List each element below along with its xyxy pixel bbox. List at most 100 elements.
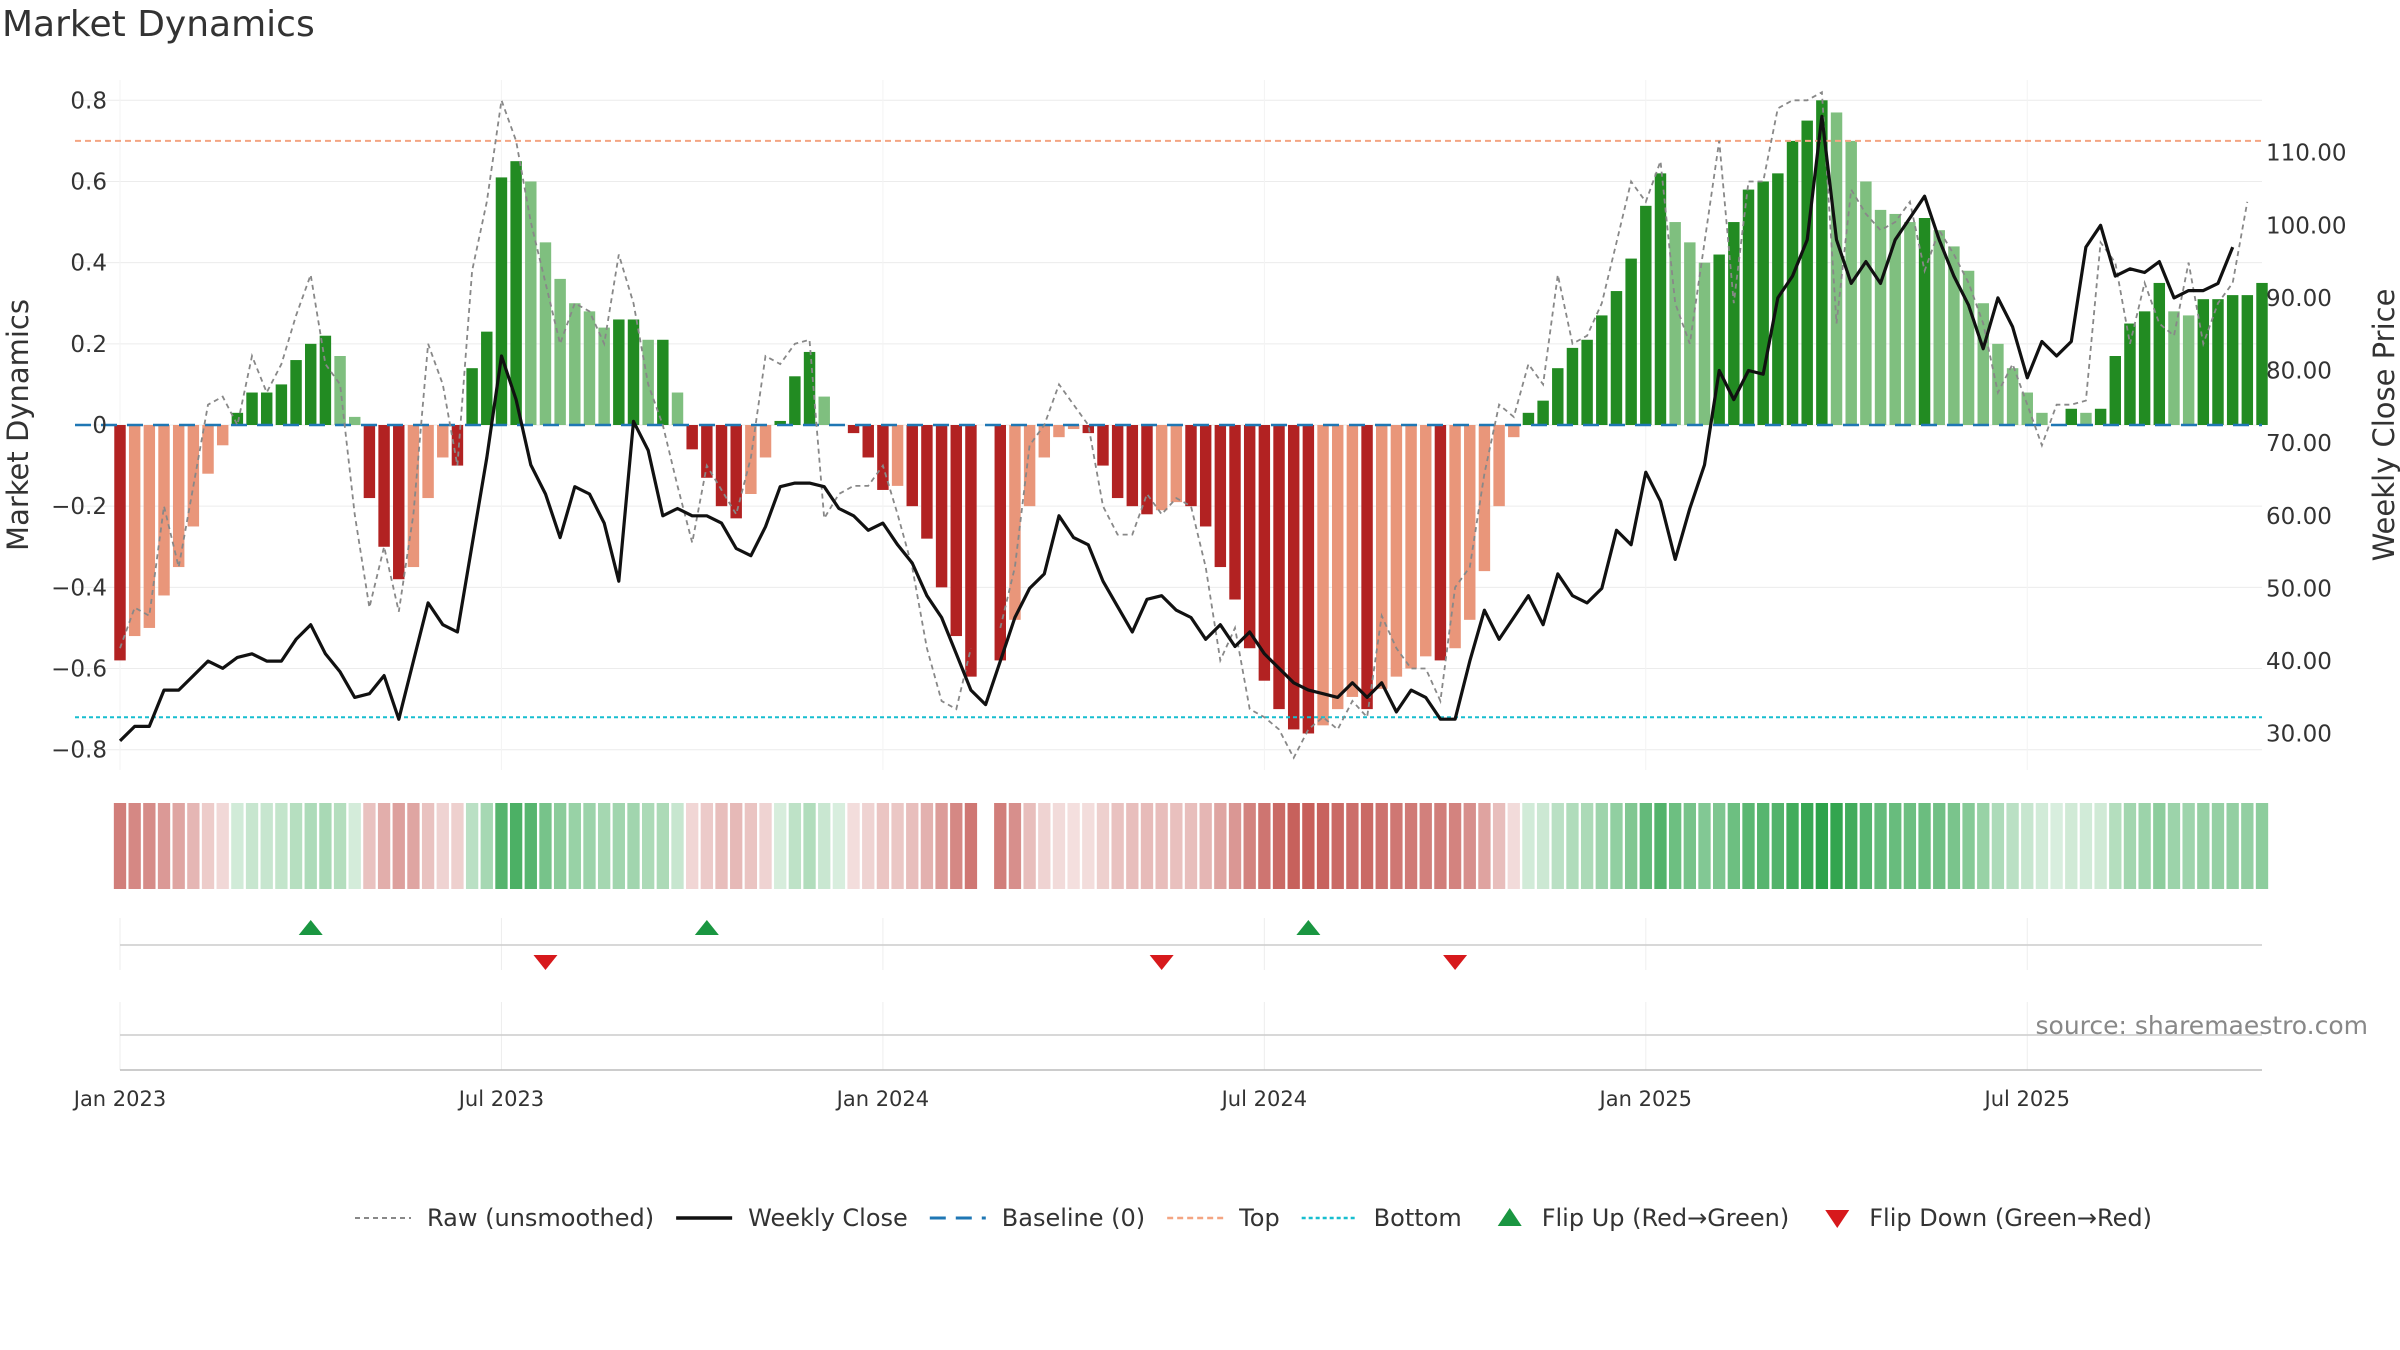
regime-cell [275,803,288,889]
dynamics-bar [1874,209,1887,425]
regime-cell [627,803,640,889]
dynamics-bar [1742,189,1755,425]
dynamics-bar [1537,400,1549,425]
regime-cell [1742,803,1755,889]
right-tick-label: 30.00 [2266,722,2332,748]
regime-cell [1346,803,1359,889]
left-tick-label: −0.6 [51,657,107,683]
regime-cell [2167,803,2181,889]
dynamics-bar [847,425,860,434]
regime-cell [1228,803,1242,889]
regime-cell [2197,803,2210,889]
regime-cell [216,803,229,889]
regime-cell [1918,803,1931,889]
regime-cell [1214,803,1227,889]
right-axis-label: Weekly Close Price [2367,289,2400,562]
regime-cell [1727,803,1740,889]
regime-cell [2255,803,2269,889]
dynamics-bar [1420,425,1432,657]
regime-cell [509,803,523,889]
x-tick-label: Jul 2025 [1983,1087,2070,1111]
regime-cell [642,803,655,889]
dynamics-bar [1801,120,1813,426]
dynamics-bar [877,425,889,490]
regime-cell [1155,803,1168,889]
regime-cell [407,803,420,889]
dynamics-bar [1199,425,1212,527]
dynamics-bar [1317,425,1329,726]
regime-strip [113,803,2269,889]
dynamics-bar [2138,311,2151,425]
dynamics-bar [569,303,581,425]
regime-cell [1536,803,1550,889]
regime-cell [994,803,1007,889]
regime-cell [2109,803,2122,889]
regime-cell [1815,803,1829,889]
dynamics-bar [466,368,478,425]
raw-series-line [119,90,2249,760]
regime-cell [245,803,259,889]
dynamics-bar [2036,412,2048,425]
regime-cell [597,803,611,889]
regime-cell [1052,803,1066,889]
regime-cell [1390,803,1403,889]
dynamics-bar [701,425,713,478]
regime-cell [2050,803,2063,889]
regime-cell [1610,803,1623,889]
dynamics-bar [422,425,434,499]
dynamics-bar [510,161,522,426]
regime-cell [686,803,699,889]
regime-cell [495,803,508,889]
regime-cell [1624,803,1638,889]
dynamics-bar [1713,254,1725,425]
regime-cell [1713,803,1726,889]
regime-cell [950,803,963,889]
dynamics-bar [1786,140,1799,425]
dynamics-bar [1757,181,1769,425]
x-tick-label: Jan 2023 [72,1087,167,1111]
regime-cell [818,803,831,889]
regime-cell [1096,803,1110,889]
dynamics-bar [891,425,904,486]
regime-cell [730,803,743,889]
flip-markers-panel [119,918,2262,970]
dynamics-bar [202,425,214,474]
dynamics-bar [1830,112,1843,426]
dynamics-bar [114,425,126,661]
dynamics-bar [305,343,317,425]
regime-cell [1522,803,1535,889]
dynamics-bar [1508,425,1520,438]
regime-cell [524,803,537,889]
regime-cell [1302,803,1315,889]
regime-cell [1859,803,1873,889]
dynamics-bar [1111,425,1124,499]
regime-cell [847,803,860,889]
dynamics-bar [525,181,537,425]
dynamics-bar [789,376,801,425]
regime-cell [612,803,625,889]
dynamics-bar [1889,213,1901,425]
regime-cell [656,803,669,889]
dynamics-bar [1654,173,1667,425]
flip-down-marker [533,955,558,970]
dynamics-bar [1141,425,1153,515]
regime-cell [1698,803,1711,889]
regime-cell [143,803,156,889]
dynamics-bar [730,425,742,519]
dynamics-bar [935,425,948,588]
regime-cell [1331,803,1344,889]
regime-cell [891,803,904,889]
dynamics-bar [1684,242,1696,425]
regime-cell [1434,803,1447,889]
regime-cell [480,803,493,889]
dynamics-bar [407,425,420,568]
left-axis-label: Market Dynamics [1,299,35,551]
regime-cell [1889,803,1902,889]
regime-cell [157,803,171,889]
dynamics-bar [1346,425,1359,697]
regime-cell [1977,803,1990,889]
regime-cell [920,803,934,889]
dynamics-bar [1449,425,1461,649]
regime-cell [1801,803,1814,889]
